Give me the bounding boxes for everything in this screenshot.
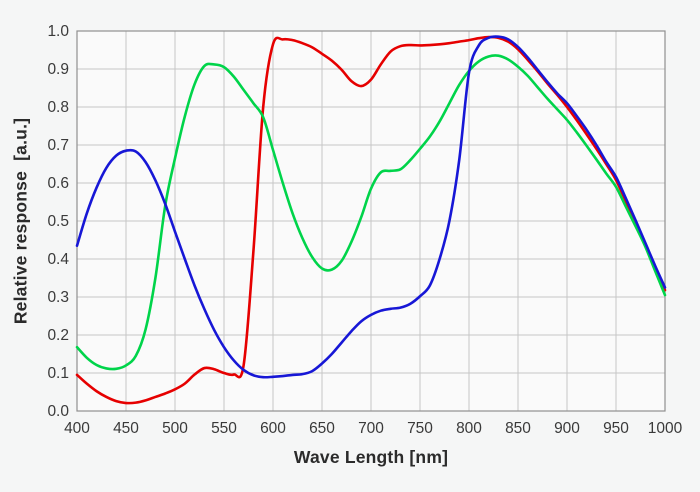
series-curves xyxy=(75,35,667,405)
y-tick-label: 0.3 xyxy=(47,289,69,306)
x-tick-label: 850 xyxy=(505,420,531,437)
curve-green-channel xyxy=(75,54,667,371)
y-tick-label: 0.1 xyxy=(47,365,69,382)
x-tick-label: 700 xyxy=(358,420,384,437)
y-tick-label: 1.0 xyxy=(47,23,69,40)
x-tick-label: 900 xyxy=(554,420,580,437)
x-tick-label: 500 xyxy=(162,420,188,437)
x-tick-label: 600 xyxy=(260,420,286,437)
x-tick-label: 950 xyxy=(603,420,629,437)
y-tick-label: 0.9 xyxy=(47,61,69,78)
y-tick-label: 0.0 xyxy=(47,403,69,420)
y-tick-label: 0.5 xyxy=(47,213,69,230)
plot-border xyxy=(76,30,666,412)
gridlines xyxy=(76,30,666,412)
y-axis-title: Relative response [a.u.] xyxy=(10,117,31,325)
x-tick-label: 400 xyxy=(64,420,90,437)
y-tick-label: 0.2 xyxy=(47,327,69,344)
tick-labels: 0.0 0.1 0.2 0.3 0.4 0.5 0.6 0.7 0.8 0.9 1.0 400 450 5… xyxy=(47,23,682,437)
curve-red-channel xyxy=(75,35,667,405)
y-tick-label: 0.6 xyxy=(47,175,69,192)
x-tick-label: 750 xyxy=(407,420,433,437)
x-axis-title: Wave Length [nm] xyxy=(293,447,449,467)
x-tick-label: 1000 xyxy=(648,420,683,437)
y-tick-label: 0.8 xyxy=(47,99,69,116)
curve-blue-channel xyxy=(75,35,667,379)
x-tick-label: 800 xyxy=(456,420,482,437)
x-tick-label: 450 xyxy=(113,420,139,437)
x-tick-label: 550 xyxy=(211,420,237,437)
y-tick-label: 0.4 xyxy=(47,251,69,268)
x-tick-label: 650 xyxy=(309,420,335,437)
y-tick-label: 0.7 xyxy=(47,137,69,154)
